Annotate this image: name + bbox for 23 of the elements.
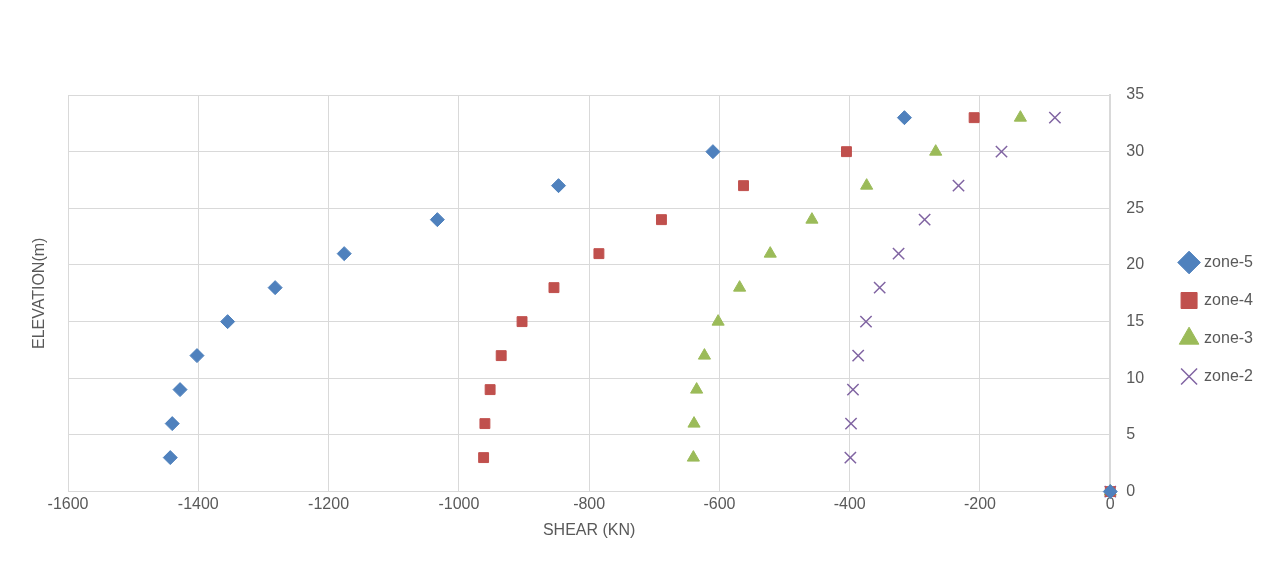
legend-label: zone-3: [1204, 328, 1254, 346]
x-tick-label: -1200: [308, 494, 350, 512]
x-tick-label: -1400: [177, 494, 219, 512]
y-tick-label: 5: [1126, 425, 1136, 443]
y-tick-label: 0: [1126, 482, 1136, 500]
y-tick-label: 15: [1126, 312, 1145, 330]
x-axis-title: SHEAR (KN): [542, 520, 636, 538]
y-tick-label: 20: [1126, 255, 1145, 273]
x-tick-label: -600: [703, 494, 736, 512]
legend-label: zone-2: [1204, 366, 1254, 384]
y-tick-label: 10: [1126, 368, 1145, 386]
y-tick-label: 25: [1126, 198, 1145, 216]
x-tick-label: -800: [573, 494, 606, 512]
x-tick-label: -1000: [438, 494, 480, 512]
x-tick-label: 0: [1105, 494, 1115, 512]
x-tick-label: -400: [833, 494, 866, 512]
legend-label: zone-5: [1204, 252, 1254, 270]
x-tick-label: -200: [963, 494, 997, 512]
y-tick-label: 30: [1126, 142, 1145, 160]
y-tick-label: 35: [1126, 85, 1145, 103]
x-tick-label: -1600: [47, 494, 89, 512]
legend-label: zone-4: [1204, 290, 1254, 308]
y-axis-title: ELEVATION(m): [30, 237, 48, 350]
